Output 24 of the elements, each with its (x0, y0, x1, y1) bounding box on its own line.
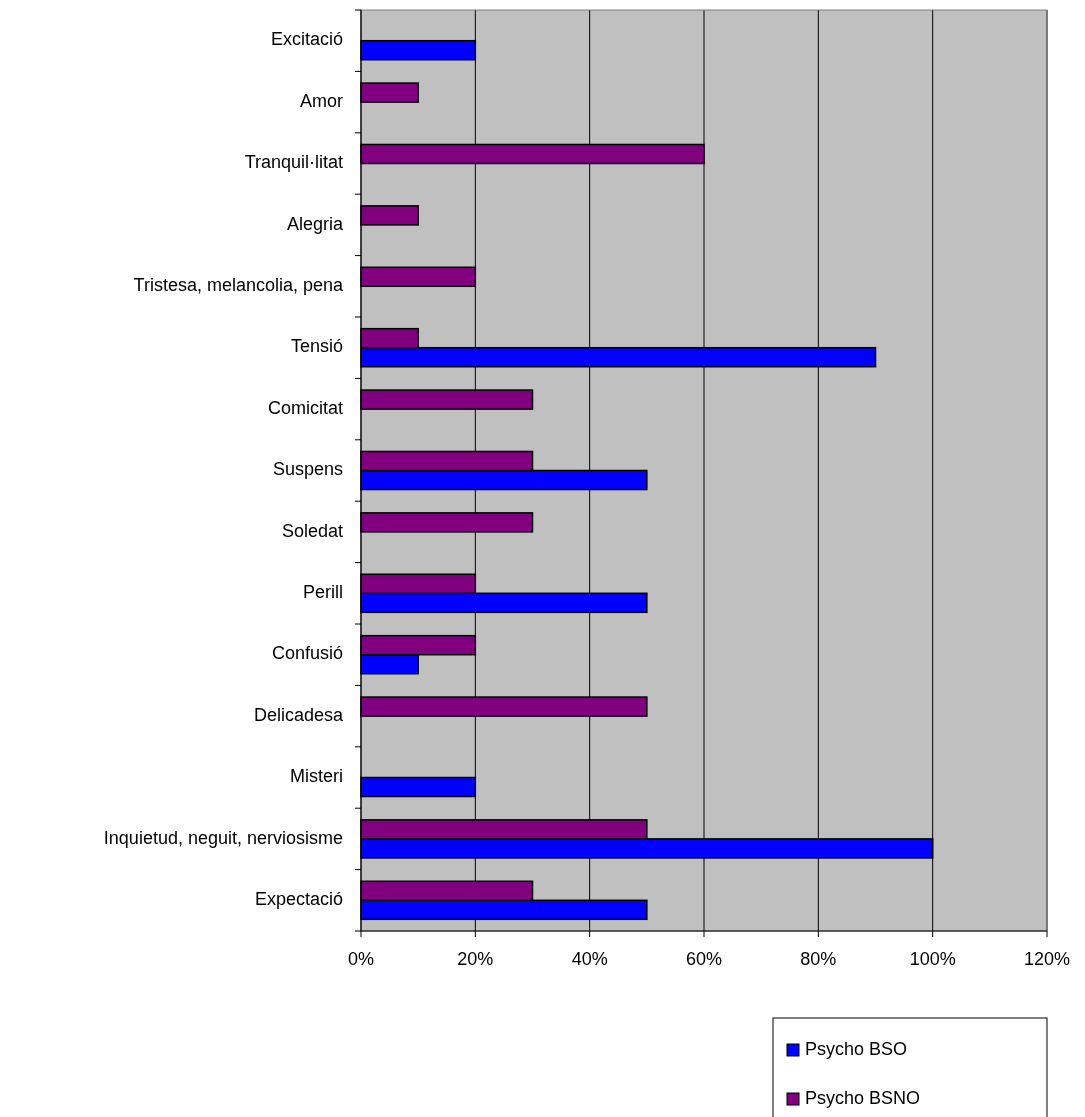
x-tick-label: 100% (909, 949, 956, 969)
y-tick-label: Tranquil·litat (244, 152, 343, 173)
x-tick-label: 120% (1023, 949, 1071, 969)
y-tick-label: Delicadesa (253, 704, 344, 725)
y-tick-label: Excitació (270, 29, 343, 50)
y-tick-label: Misteri (290, 766, 343, 787)
y-tick-label: Perill (302, 582, 343, 603)
x-tick-label: 80% (800, 949, 837, 969)
x-tick-label: 60% (685, 949, 723, 969)
x-tick-label: 20% (457, 949, 494, 969)
legend-label: Psycho BSNO (805, 1087, 921, 1108)
y-tick-label: Expectació (254, 889, 343, 910)
y-tick-label: Soledat (281, 520, 343, 541)
y-tick-label: Confusió (271, 643, 343, 664)
y-tick-label: Alegria (286, 213, 344, 234)
y-tick-label: Comicitat (267, 397, 343, 418)
y-tick-label: Tensió (290, 336, 343, 357)
legend-label: Psycho BSO (805, 1038, 908, 1059)
x-tick-label: 0% (347, 949, 375, 969)
y-tick-label: Suspens (272, 459, 343, 480)
y-tick-label: Inquietud, neguit, nerviosisme (103, 827, 343, 848)
y-tick-label: Amor (299, 90, 343, 111)
y-tick-label: Tristesa, melancolia, pena (133, 275, 344, 296)
x-tick-label: 40% (571, 949, 608, 969)
